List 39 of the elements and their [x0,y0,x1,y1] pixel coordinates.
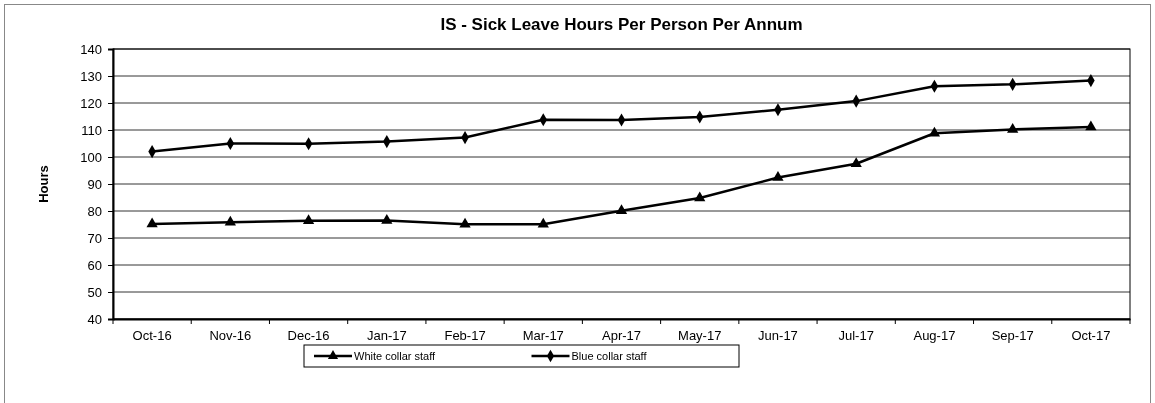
point [1007,122,1019,133]
y-tick-label: 140 [80,41,102,57]
point [694,191,706,202]
legend-label: White collar staff [354,350,437,362]
point [772,171,784,181]
x-tick-label: Aug-17 [913,328,956,344]
y-tick-label: 60 [87,257,102,273]
legend-label: Blue collar staff [571,350,648,362]
y-axis-title: Hours [36,165,51,203]
y-tick-label: 90 [87,176,102,192]
point [615,204,628,214]
x-tick-label: Nov-16 [209,328,252,344]
x-tick-label: Oct-16 [132,328,172,344]
x-tick-label: Jul-17 [838,328,874,344]
point [1085,120,1097,131]
y-tick-label: 80 [87,203,102,219]
x-tick-label: Dec-16 [287,328,330,344]
point [850,157,862,167]
y-tick-label: 120 [80,95,102,111]
x-tick-label: Jan-17 [366,328,407,344]
x-tick-label: Feb-17 [444,328,486,344]
y-tick-label: 100 [80,149,102,165]
point [146,217,158,228]
x-tick-label: Jun-17 [758,328,798,344]
y-tick-label: 110 [81,122,102,138]
y-tick-label: 70 [87,230,102,246]
x-tick-label: Sep-17 [991,328,1034,344]
point [381,213,393,224]
x-tick-label: Apr-17 [601,328,642,344]
chart-title: IS - Sick Leave Hours Per Person Per Annum [440,15,803,34]
y-tick-label: 50 [87,284,102,300]
x-tick-label: May-17 [678,328,722,344]
x-tick-label: Oct-17 [1071,328,1111,344]
point [224,215,236,226]
point [537,217,549,228]
x-tick-label: Mar-17 [522,328,564,344]
y-tick-label: 40 [87,311,102,327]
y-tick-label: 130 [80,68,102,84]
point [302,214,315,224]
